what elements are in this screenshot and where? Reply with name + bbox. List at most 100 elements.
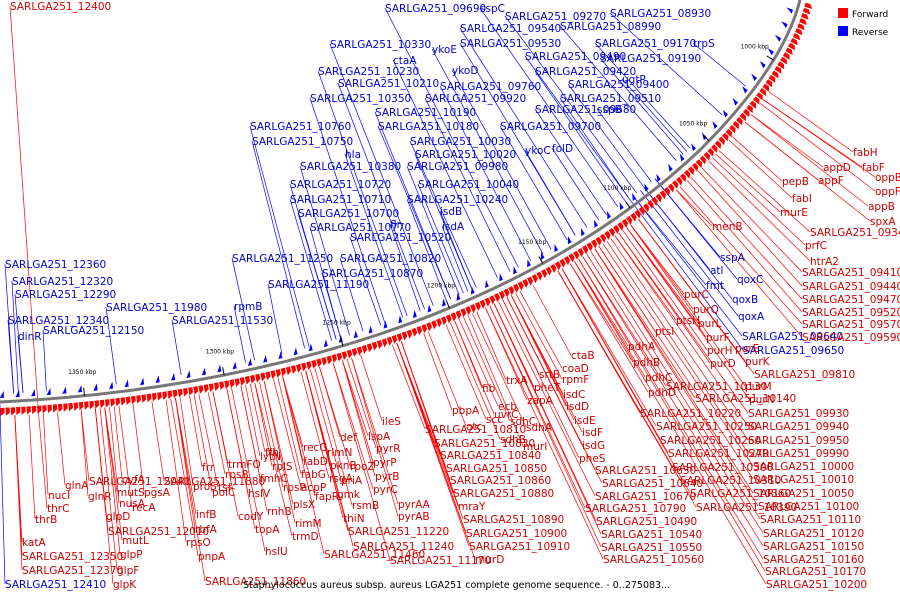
leader-line — [515, 293, 563, 380]
forward-gene-arrow — [792, 33, 801, 41]
leader-line — [632, 195, 743, 337]
forward-gene-arrow — [651, 196, 658, 206]
reverse-gene-label: SARLGA251_09640 — [742, 331, 843, 343]
forward-gene-arrow — [316, 358, 322, 368]
forward-gene-arrow — [621, 218, 629, 228]
forward-gene-arrow — [167, 390, 173, 400]
forward-gene-label: fabG — [301, 469, 326, 481]
forward-gene-arrow — [568, 253, 575, 263]
reverse-gene-arrow — [93, 383, 98, 391]
forward-gene-arrow — [795, 28, 803, 36]
forward-gene-label: SARLGA251_10810 — [425, 424, 526, 436]
reverse-gene-label: SARLGA251_10350 — [310, 93, 411, 105]
reverse-gene-arrow — [217, 364, 222, 373]
forward-gene-arrow — [336, 352, 343, 362]
reverse-gene-arrow — [201, 367, 206, 376]
reverse-gene-label: SARLGA251_12410 — [5, 579, 106, 591]
forward-gene-arrow — [564, 256, 571, 266]
leader-line — [441, 225, 469, 292]
forward-gene-label: mraY — [458, 501, 486, 513]
forward-gene-label: purM — [745, 381, 772, 393]
forward-gene-label: SARLGA251_09940 — [748, 421, 849, 433]
leader-line — [423, 333, 453, 411]
reverse-gene-label: SARLGA251_09170 — [595, 38, 696, 50]
forward-gene-label: SARLGA251_10880 — [453, 488, 554, 500]
leader-line — [251, 140, 305, 349]
forward-gene-arrow — [517, 281, 524, 291]
forward-gene-label: srtB — [539, 369, 560, 381]
forward-gene-label: nusA — [119, 498, 146, 510]
leader-line — [557, 270, 697, 508]
forward-gene-label: isdG — [582, 440, 605, 452]
forward-gene-arrow — [746, 104, 753, 114]
forward-gene-label: SARLGA251_10000 — [753, 461, 854, 473]
forward-gene-label: SARLGA251_10560 — [603, 554, 704, 566]
leader-line — [467, 315, 524, 447]
leader-line — [175, 397, 206, 582]
forward-gene-label: SARLGA251_10250 — [656, 421, 757, 433]
forward-gene-label: SARLGA251_10390 — [696, 502, 797, 514]
reverse-gene-label: SARLGA251_10230 — [318, 66, 419, 78]
leader-line — [596, 108, 652, 182]
leader-line — [240, 385, 261, 479]
leader-line — [319, 366, 341, 438]
reverse-gene-label: SARLGA251_10870 — [322, 268, 423, 280]
forward-gene-label: pyrAB — [398, 511, 430, 523]
forward-gene-label: htrA2 — [810, 256, 839, 268]
forward-gene-label: spxA — [870, 216, 896, 228]
forward-gene-arrow — [725, 128, 733, 138]
forward-gene-arrow — [151, 392, 157, 402]
forward-gene-arrow — [545, 266, 552, 276]
leader-line — [171, 319, 182, 375]
leader-line — [289, 198, 333, 341]
leader-line — [561, 268, 691, 494]
leader-line — [524, 55, 630, 199]
reverse-gene-arrow — [786, 7, 794, 14]
forward-gene-arrow — [768, 74, 776, 83]
leader-line — [676, 189, 713, 227]
leader-line — [406, 165, 460, 296]
forward-gene-label: codY — [238, 511, 264, 523]
leader-line — [317, 70, 408, 317]
forward-gene-label: purH — [707, 345, 733, 357]
reverse-gene-arrow — [62, 386, 67, 394]
forward-gene-arrow — [275, 369, 281, 378]
reverse-gene-arrow — [581, 227, 585, 237]
forward-gene-arrow — [613, 224, 620, 234]
scale-tick-mark — [538, 256, 544, 264]
forward-gene-arrow — [208, 383, 214, 392]
forward-gene-label: SARLGA251_11460 — [324, 549, 425, 561]
forward-gene-arrow — [219, 381, 225, 391]
leader-line — [750, 114, 869, 207]
leader-line — [346, 359, 377, 449]
leader-line — [493, 303, 602, 535]
reverse-gene-label: atl — [710, 265, 723, 277]
leader-line — [578, 258, 764, 560]
forward-gene-arrow — [36, 405, 42, 414]
reverse-gene-label: SARLGA251_09690 — [385, 3, 486, 15]
reverse-gene-label: hla — [345, 149, 361, 161]
forward-gene-arrow — [63, 403, 68, 412]
reverse-gene-label: SARLGA251_09920 — [425, 93, 526, 105]
forward-gene-arrow — [503, 288, 510, 298]
reverse-gene-arrow — [263, 354, 268, 363]
forward-gene-label: SARLGA251_11170 — [390, 555, 491, 567]
scale-tick-label: 1100 kbp — [603, 185, 631, 192]
leader-line — [342, 360, 369, 437]
forward-gene-arrow — [94, 400, 100, 409]
forward-gene-label: sdhB — [500, 434, 526, 446]
reverse-gene-label: SARLGA251_12290 — [15, 289, 116, 301]
forward-gene-arrow — [470, 304, 476, 314]
forward-gene-arrow — [729, 124, 736, 134]
scale-tick-label: 1150 kbp — [518, 239, 546, 246]
forward-gene-arrow — [718, 136, 725, 146]
forward-gene-label: rsmB — [352, 500, 379, 512]
forward-gene-arrow — [47, 404, 53, 414]
leader-line — [708, 160, 811, 262]
leader-line — [622, 230, 708, 351]
reverse-gene-arrow — [383, 320, 388, 329]
reverse-gene-label: SARLGA251_10020 — [415, 149, 516, 161]
leader-line — [626, 227, 750, 400]
leader-line — [57, 412, 66, 486]
forward-gene-label: SARLGA251_10170 — [765, 566, 866, 578]
